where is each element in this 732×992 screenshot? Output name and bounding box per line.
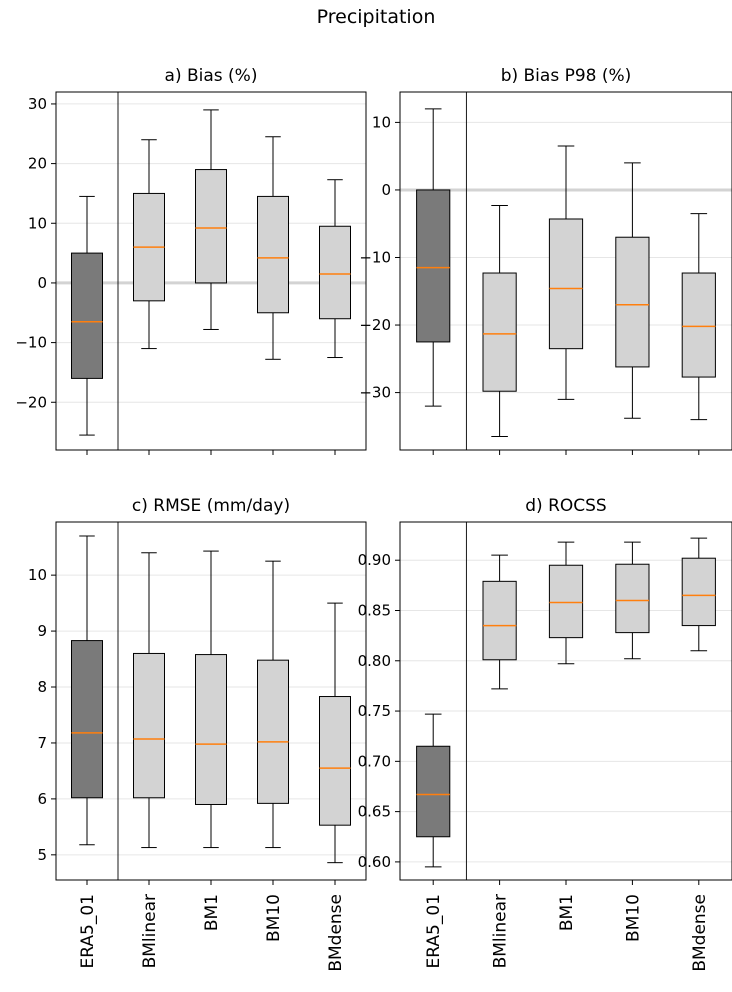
box-BMdense bbox=[319, 179, 351, 359]
box-iqr bbox=[548, 564, 584, 639]
box-iqr bbox=[71, 640, 103, 799]
y-tick-label: 0 bbox=[37, 274, 47, 292]
box-BM1 bbox=[195, 550, 227, 849]
y-tick-label: 0.70 bbox=[358, 752, 391, 770]
box-iqr bbox=[482, 580, 517, 661]
y-tick-label: 5 bbox=[37, 846, 47, 864]
y-tick-label: −30 bbox=[359, 384, 391, 402]
y-tick-label: 8 bbox=[37, 678, 47, 696]
x-tick-label: BMlinear bbox=[140, 894, 160, 968]
box-iqr bbox=[615, 563, 650, 634]
y-tick-label: 0.85 bbox=[358, 601, 391, 619]
x-tick-label: BM10 bbox=[264, 894, 284, 942]
box-BMdense bbox=[319, 602, 351, 864]
box-iqr bbox=[319, 225, 351, 320]
y-tick-label: 9 bbox=[37, 622, 47, 640]
panel-rmse: 5 6 7 8 9 10 ERA5_01 BMlinear BM1 BM10 BMdense c) R… bbox=[28, 496, 367, 972]
box-BM10 bbox=[615, 541, 650, 660]
x-tick-label: BMlinear bbox=[491, 894, 511, 968]
y-tick-label: 10 bbox=[28, 214, 47, 232]
y-tick-label: 0.80 bbox=[358, 652, 391, 670]
box-BM1 bbox=[548, 145, 584, 400]
box-ERA5_01 bbox=[416, 713, 451, 868]
y-tick-label: −20 bbox=[359, 316, 391, 334]
y-tick-label: 30 bbox=[28, 95, 47, 113]
y-tick-label: 10 bbox=[372, 113, 391, 131]
box-iqr bbox=[548, 218, 584, 350]
box-iqr bbox=[319, 696, 351, 826]
box-iqr bbox=[681, 557, 716, 627]
x-tick-label: BM10 bbox=[623, 894, 643, 942]
box-BM10 bbox=[257, 136, 289, 360]
panel-title: b) Bias P98 (%) bbox=[501, 66, 632, 86]
y-tick-label: 0 bbox=[381, 181, 391, 199]
box-ERA5_01 bbox=[71, 195, 103, 436]
box-BM10 bbox=[615, 162, 650, 419]
panel-rocss: 0.60 0.65 0.70 0.75 0.80 0.85 0.90 ERA5_01 BMlin… bbox=[358, 496, 732, 972]
y-tick-label: −20 bbox=[15, 393, 47, 411]
box-iqr bbox=[257, 659, 289, 804]
box-BMlinear bbox=[482, 204, 517, 437]
y-tick-label: 0.90 bbox=[358, 551, 391, 569]
box-BM10 bbox=[257, 560, 289, 849]
box-iqr bbox=[71, 252, 103, 379]
box-iqr bbox=[257, 195, 289, 314]
figure-title: Precipitation bbox=[317, 6, 436, 28]
y-tick-label: 0.75 bbox=[358, 702, 391, 720]
y-tick-label: 6 bbox=[37, 790, 47, 808]
y-tick-label: 20 bbox=[28, 155, 47, 173]
y-tick-label: 7 bbox=[37, 734, 47, 752]
box-iqr bbox=[416, 189, 451, 343]
panel-bias-p98: −30 −20 −10 0 10 b) Bias P98 (%) bbox=[359, 66, 732, 455]
box-ERA5_01 bbox=[416, 108, 451, 407]
box-iqr bbox=[615, 236, 650, 368]
y-tick-label: 10 bbox=[28, 566, 47, 584]
box-BMdense bbox=[681, 213, 716, 421]
box-BMlinear bbox=[133, 139, 165, 350]
x-tick-label: ERA5_01 bbox=[424, 894, 444, 968]
y-tick-label: 0.65 bbox=[358, 803, 391, 821]
box-iqr bbox=[681, 272, 716, 378]
box-iqr bbox=[195, 169, 227, 284]
x-tick-label: BMdense bbox=[690, 894, 710, 972]
box-BM1 bbox=[548, 541, 584, 665]
box-iqr bbox=[416, 745, 451, 838]
y-tick-label: −10 bbox=[359, 248, 391, 266]
panel-bias: −20 −10 0 10 20 30 a) Bias (%) bbox=[15, 66, 367, 455]
panel-title: c) RMSE (mm/day) bbox=[132, 496, 290, 516]
y-tick-label: −10 bbox=[15, 334, 47, 352]
box-iqr bbox=[482, 272, 517, 392]
x-tick-label: BM1 bbox=[557, 894, 577, 931]
box-BMlinear bbox=[133, 552, 165, 849]
x-tick-label: BM1 bbox=[202, 894, 222, 931]
box-ERA5_01 bbox=[71, 535, 103, 846]
x-tick-label: ERA5_01 bbox=[78, 894, 98, 968]
y-tick-label: 0.60 bbox=[358, 853, 391, 871]
x-tick-label: BMdense bbox=[326, 894, 346, 972]
box-iqr bbox=[195, 654, 227, 805]
panel-title: d) ROCSS bbox=[525, 496, 606, 516]
box-BMdense bbox=[681, 537, 716, 652]
panel-title: a) Bias (%) bbox=[165, 66, 258, 86]
box-BM1 bbox=[195, 109, 227, 330]
box-iqr bbox=[133, 652, 165, 799]
box-BMlinear bbox=[482, 554, 517, 690]
